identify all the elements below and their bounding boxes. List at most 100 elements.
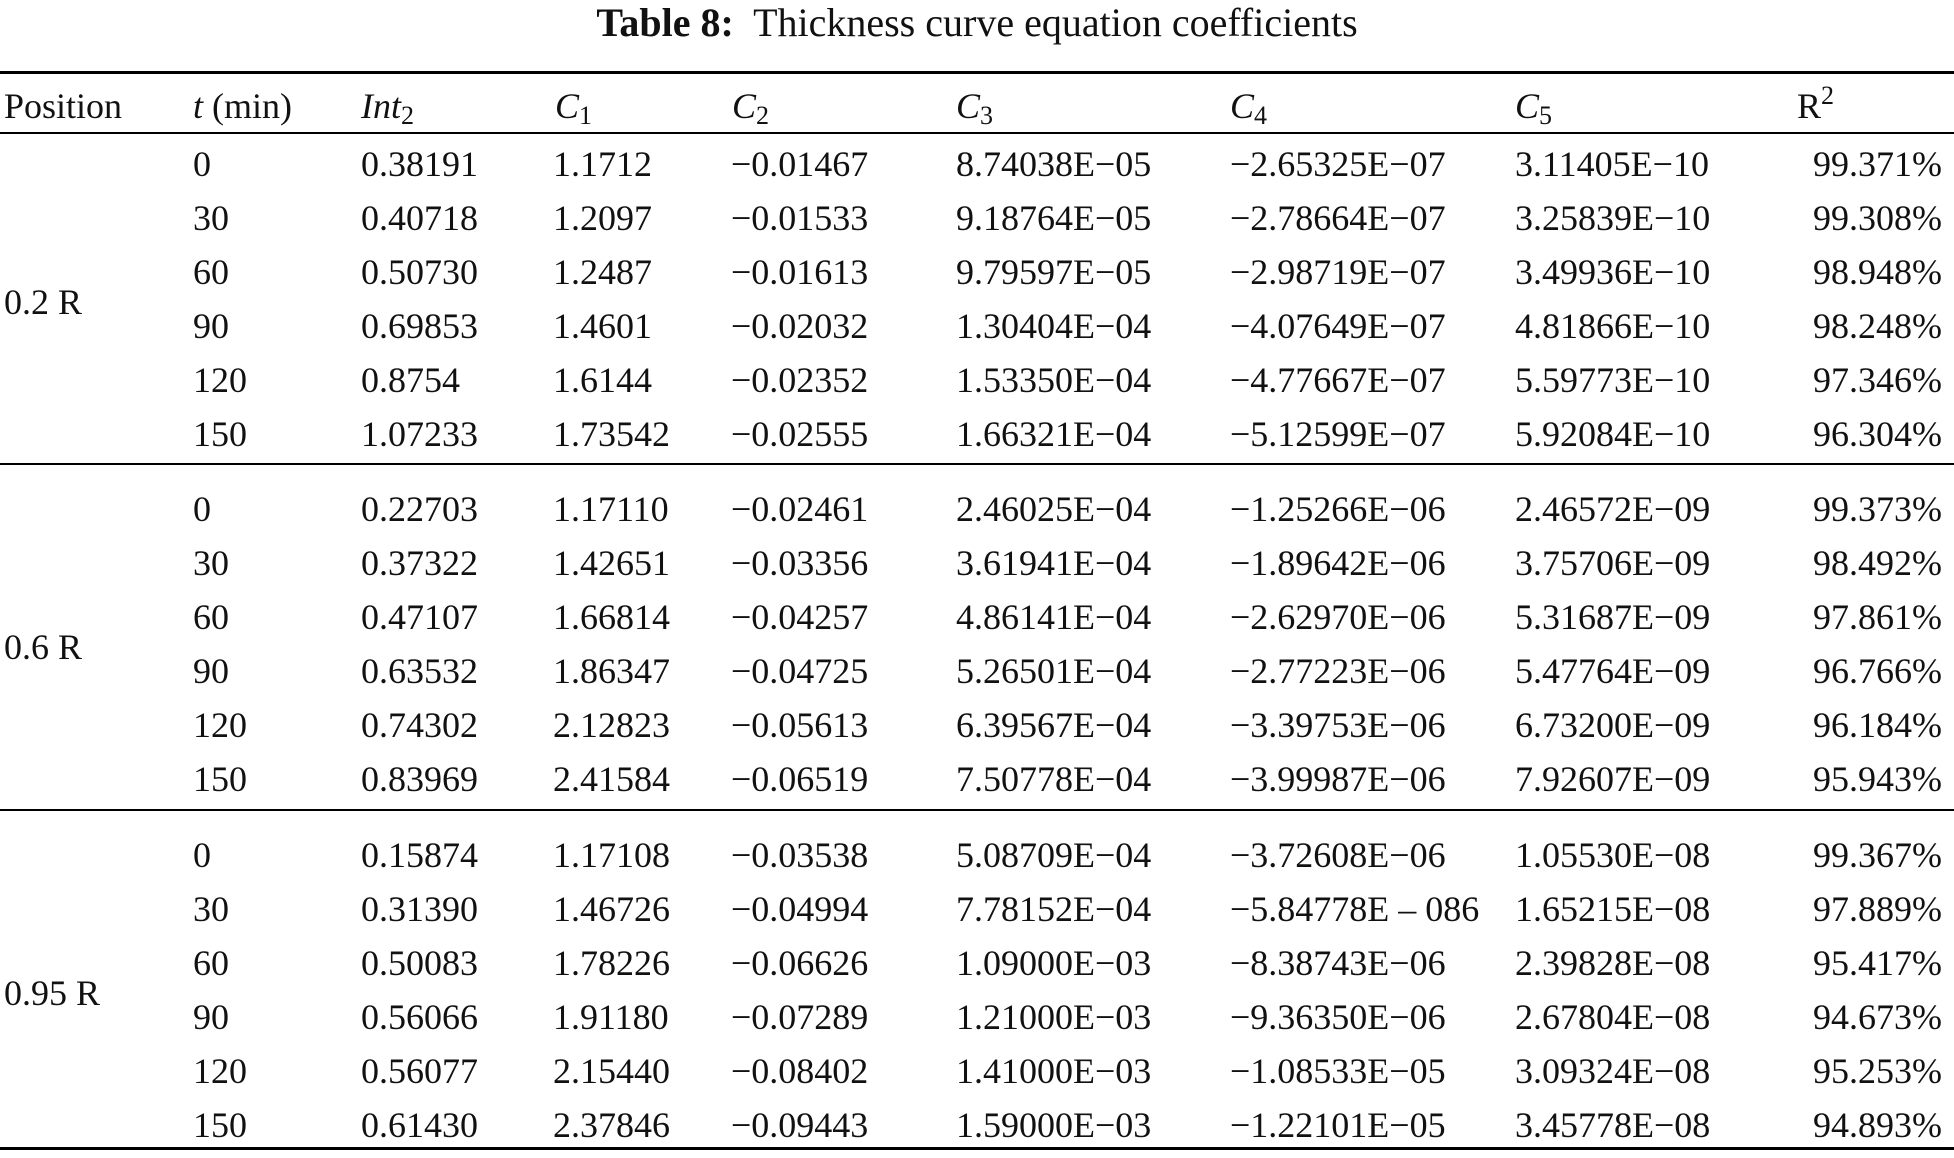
header-c1-base: C bbox=[555, 86, 580, 126]
cell-c1: 1.6144 bbox=[553, 360, 652, 400]
cell-c4: −1.89642E−06 bbox=[1230, 543, 1446, 583]
cell-c5: 3.25839E−10 bbox=[1515, 198, 1711, 238]
cell-c2: −0.08402 bbox=[731, 1051, 869, 1091]
cell-c3: 8.74038E−05 bbox=[956, 144, 1152, 184]
cell-position: 0.2 R bbox=[4, 282, 83, 322]
cell-c5: 5.47764E−09 bbox=[1515, 651, 1711, 691]
cell-c4: −3.99987E−06 bbox=[1230, 759, 1446, 799]
cell-time: 90 bbox=[193, 306, 229, 346]
cell-r2: 97.889% bbox=[1813, 889, 1942, 929]
cell-c2: −0.07289 bbox=[731, 997, 869, 1037]
cell-c2: −0.01533 bbox=[731, 198, 869, 238]
cell-int2: 0.50730 bbox=[361, 252, 478, 292]
cell-c2: −0.06519 bbox=[731, 759, 869, 799]
cell-c5: 3.75706E−09 bbox=[1515, 543, 1711, 583]
cell-c3: 5.26501E−04 bbox=[956, 651, 1152, 691]
cell-position: 0.95 R bbox=[4, 973, 101, 1013]
header-r2: R2 bbox=[1797, 83, 1834, 127]
cell-c3: 7.50778E−04 bbox=[956, 759, 1152, 799]
header-c4-sub: 4 bbox=[1254, 101, 1268, 130]
cell-time: 60 bbox=[193, 597, 229, 637]
cell-c5: 2.39828E−08 bbox=[1515, 943, 1711, 983]
cell-c1: 1.42651 bbox=[553, 543, 670, 583]
cell-c2: −0.02555 bbox=[731, 414, 869, 454]
cell-time: 120 bbox=[193, 360, 247, 400]
header-c1: C1 bbox=[555, 86, 592, 129]
header-int2-base: Int bbox=[361, 86, 401, 126]
cell-int2: 0.50083 bbox=[361, 943, 478, 983]
cell-int2: 0.8754 bbox=[361, 360, 460, 400]
header-c2: C2 bbox=[732, 86, 769, 129]
cell-c2: −0.09443 bbox=[731, 1105, 869, 1145]
cell-c5: 3.11405E−10 bbox=[1515, 144, 1709, 184]
header-c2-base: C bbox=[732, 86, 757, 126]
group-separator bbox=[0, 463, 1954, 465]
cell-c4: −3.72608E−06 bbox=[1230, 835, 1446, 875]
cell-time: 0 bbox=[193, 144, 211, 184]
cell-c2: −0.04994 bbox=[731, 889, 869, 929]
cell-c3: 1.09000E−03 bbox=[956, 943, 1152, 983]
cell-c1: 1.2487 bbox=[553, 252, 652, 292]
header-time-unit: (min) bbox=[212, 86, 292, 126]
cell-c1: 2.41584 bbox=[553, 759, 670, 799]
cell-r2: 97.861% bbox=[1813, 597, 1942, 637]
cell-c1: 1.91180 bbox=[553, 997, 669, 1037]
cell-int2: 0.61430 bbox=[361, 1105, 478, 1145]
cell-c5: 2.46572E−09 bbox=[1515, 489, 1711, 529]
cell-c2: −0.03356 bbox=[731, 543, 869, 583]
cell-int2: 0.31390 bbox=[361, 889, 478, 929]
header-c1-sub: 1 bbox=[579, 101, 593, 130]
cell-c4: −5.84778E – 086 bbox=[1230, 889, 1480, 929]
cell-c5: 1.65215E−08 bbox=[1515, 889, 1711, 929]
cell-r2: 99.373% bbox=[1813, 489, 1942, 529]
cell-c2: −0.01613 bbox=[731, 252, 869, 292]
cell-r2: 99.308% bbox=[1813, 198, 1942, 238]
cell-c5: 3.09324E−08 bbox=[1515, 1051, 1711, 1091]
cell-c4: −2.65325E−07 bbox=[1230, 144, 1446, 184]
cell-c4: −2.98719E−07 bbox=[1230, 252, 1446, 292]
cell-c5: 5.92084E−10 bbox=[1515, 414, 1711, 454]
cell-int2: 0.74302 bbox=[361, 705, 478, 745]
cell-r2: 98.492% bbox=[1813, 543, 1942, 583]
header-r2-sup: 2 bbox=[1821, 81, 1835, 110]
cell-time: 0 bbox=[193, 835, 211, 875]
cell-c1: 1.78226 bbox=[553, 943, 670, 983]
header-time-var: t bbox=[193, 86, 204, 126]
cell-c4: −1.22101E−05 bbox=[1230, 1105, 1446, 1145]
cell-c5: 2.67804E−08 bbox=[1515, 997, 1711, 1037]
header-c2-sub: 2 bbox=[756, 101, 770, 130]
cell-r2: 94.893% bbox=[1813, 1105, 1942, 1145]
cell-c3: 1.41000E−03 bbox=[956, 1051, 1152, 1091]
cell-c1: 1.17110 bbox=[553, 489, 669, 529]
cell-int2: 0.63532 bbox=[361, 651, 478, 691]
cell-r2: 95.253% bbox=[1813, 1051, 1942, 1091]
header-c5-sub: 5 bbox=[1539, 101, 1553, 130]
cell-time: 120 bbox=[193, 1051, 247, 1091]
cell-c2: −0.06626 bbox=[731, 943, 869, 983]
cell-c4: −1.25266E−06 bbox=[1230, 489, 1446, 529]
cell-int2: 0.37322 bbox=[361, 543, 478, 583]
cell-c3: 5.08709E−04 bbox=[956, 835, 1152, 875]
cell-c1: 2.15440 bbox=[553, 1051, 670, 1091]
cell-c4: −5.12599E−07 bbox=[1230, 414, 1446, 454]
cell-r2: 95.943% bbox=[1813, 759, 1942, 799]
cell-c5: 3.45778E−08 bbox=[1515, 1105, 1711, 1145]
cell-r2: 99.371% bbox=[1813, 144, 1942, 184]
header-c4: C4 bbox=[1230, 86, 1267, 129]
cell-time: 30 bbox=[193, 543, 229, 583]
cell-c5: 5.31687E−09 bbox=[1515, 597, 1711, 637]
cell-c3: 1.30404E−04 bbox=[956, 306, 1152, 346]
cell-c2: −0.03538 bbox=[731, 835, 869, 875]
cell-c1: 1.73542 bbox=[553, 414, 670, 454]
cell-time: 30 bbox=[193, 889, 229, 929]
cell-time: 60 bbox=[193, 252, 229, 292]
header-c3: C3 bbox=[956, 86, 993, 129]
cell-r2: 98.948% bbox=[1813, 252, 1942, 292]
cell-r2: 96.304% bbox=[1813, 414, 1942, 454]
cell-c2: −0.02461 bbox=[731, 489, 869, 529]
cell-position: 0.6 R bbox=[4, 627, 83, 667]
cell-c1: 1.2097 bbox=[553, 198, 652, 238]
group-separator bbox=[0, 809, 1954, 811]
header-position: Position bbox=[4, 86, 123, 126]
